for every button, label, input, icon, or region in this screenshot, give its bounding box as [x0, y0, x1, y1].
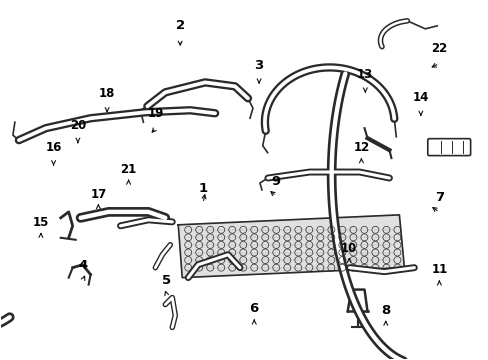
Text: 8: 8: [380, 304, 389, 317]
Text: 1: 1: [198, 183, 207, 195]
Text: 10: 10: [341, 242, 357, 255]
Text: 5: 5: [162, 274, 171, 287]
Text: 21: 21: [120, 163, 137, 176]
Text: 2: 2: [175, 19, 184, 32]
Text: 12: 12: [352, 141, 369, 154]
Text: 13: 13: [356, 68, 373, 81]
Text: 4: 4: [78, 260, 87, 273]
Text: 7: 7: [434, 191, 443, 204]
Text: 14: 14: [412, 91, 428, 104]
Text: 20: 20: [70, 119, 86, 132]
Text: 17: 17: [90, 188, 106, 201]
Text: 18: 18: [99, 87, 115, 100]
Text: 11: 11: [430, 263, 447, 276]
Polygon shape: [178, 215, 404, 278]
Text: 16: 16: [45, 141, 61, 154]
Text: 9: 9: [271, 175, 280, 188]
Text: 15: 15: [33, 216, 49, 229]
Text: 3: 3: [254, 59, 263, 72]
FancyBboxPatch shape: [427, 139, 469, 156]
Text: 22: 22: [430, 42, 447, 55]
Text: 6: 6: [249, 302, 258, 315]
Text: 19: 19: [147, 107, 163, 120]
